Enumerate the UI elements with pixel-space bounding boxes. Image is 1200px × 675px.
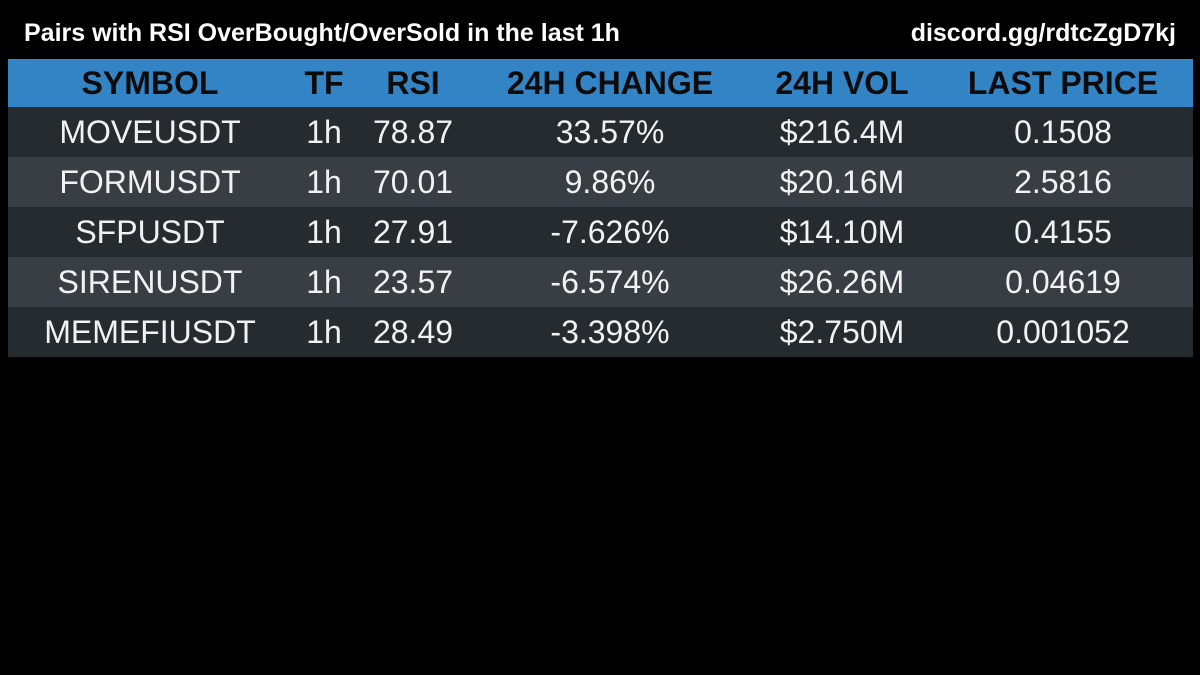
cell-24h-vol: $216.4M bbox=[779, 113, 905, 150]
cell-tf: 1h bbox=[306, 213, 342, 250]
cell-last-price: 2.5816 bbox=[1014, 163, 1112, 200]
page-title: Pairs with RSI OverBought/OverSold in th… bbox=[24, 19, 620, 47]
column-header-last-price: LAST PRICE bbox=[967, 64, 1159, 101]
cell-last-price: 0.04619 bbox=[1005, 263, 1121, 300]
table-row: FORMUSDT 1h 70.01 9.86% $20.16M 2.5816 bbox=[8, 157, 1193, 207]
cell-rsi: 78.87 bbox=[372, 113, 454, 150]
cell-24h-vol: $2.750M bbox=[779, 313, 905, 350]
column-header-24h-vol: 24H VOL bbox=[775, 64, 909, 101]
cell-rsi: 70.01 bbox=[372, 163, 454, 200]
top-bar: Pairs with RSI OverBought/OverSold in th… bbox=[0, 0, 1200, 60]
cell-rsi: 27.91 bbox=[372, 213, 454, 250]
table-row: MEMEFIUSDT 1h 28.49 -3.398% $2.750M 0.00… bbox=[8, 307, 1193, 357]
cell-24h-change: 33.57% bbox=[555, 113, 665, 150]
cell-symbol: SIRENUSDT bbox=[57, 263, 243, 300]
table-row: MOVEUSDT 1h 78.87 33.57% $216.4M 0.1508 bbox=[8, 107, 1193, 157]
cell-symbol: MEMEFIUSDT bbox=[44, 313, 256, 350]
cell-tf: 1h bbox=[306, 163, 342, 200]
cell-symbol: SFPUSDT bbox=[75, 213, 225, 250]
rsi-table: SYMBOL TF RSI 24H CHANGE 24H VOL LAST PR… bbox=[8, 59, 1193, 357]
cell-24h-change: 9.86% bbox=[564, 163, 656, 200]
table-row: SIRENUSDT 1h 23.57 -6.574% $26.26M 0.046… bbox=[8, 257, 1193, 307]
cell-24h-vol: $20.16M bbox=[779, 163, 905, 200]
column-header-tf: TF bbox=[304, 64, 344, 101]
table-row: SFPUSDT 1h 27.91 -7.626% $14.10M 0.4155 bbox=[8, 207, 1193, 257]
cell-last-price: 0.4155 bbox=[1014, 213, 1112, 250]
cell-tf: 1h bbox=[306, 313, 342, 350]
cell-rsi: 28.49 bbox=[372, 313, 454, 350]
cell-24h-change: -3.398% bbox=[550, 313, 670, 350]
cell-24h-change: -6.574% bbox=[550, 263, 670, 300]
column-header-24h-change: 24H CHANGE bbox=[506, 64, 714, 101]
cell-24h-vol: $14.10M bbox=[779, 213, 905, 250]
column-header-symbol: SYMBOL bbox=[81, 64, 219, 101]
table-header-row: SYMBOL TF RSI 24H CHANGE 24H VOL LAST PR… bbox=[8, 59, 1193, 107]
cell-tf: 1h bbox=[306, 263, 342, 300]
cell-tf: 1h bbox=[306, 113, 342, 150]
column-header-rsi: RSI bbox=[386, 64, 440, 101]
cell-24h-vol: $26.26M bbox=[779, 263, 905, 300]
cell-symbol: MOVEUSDT bbox=[59, 113, 241, 150]
cell-rsi: 23.57 bbox=[372, 263, 454, 300]
cell-last-price: 0.1508 bbox=[1014, 113, 1112, 150]
cell-symbol: FORMUSDT bbox=[59, 163, 241, 200]
cell-24h-change: -7.626% bbox=[550, 213, 670, 250]
cell-last-price: 0.001052 bbox=[996, 313, 1130, 350]
discord-link[interactable]: discord.gg/rdtcZgD7kj bbox=[910, 19, 1176, 47]
